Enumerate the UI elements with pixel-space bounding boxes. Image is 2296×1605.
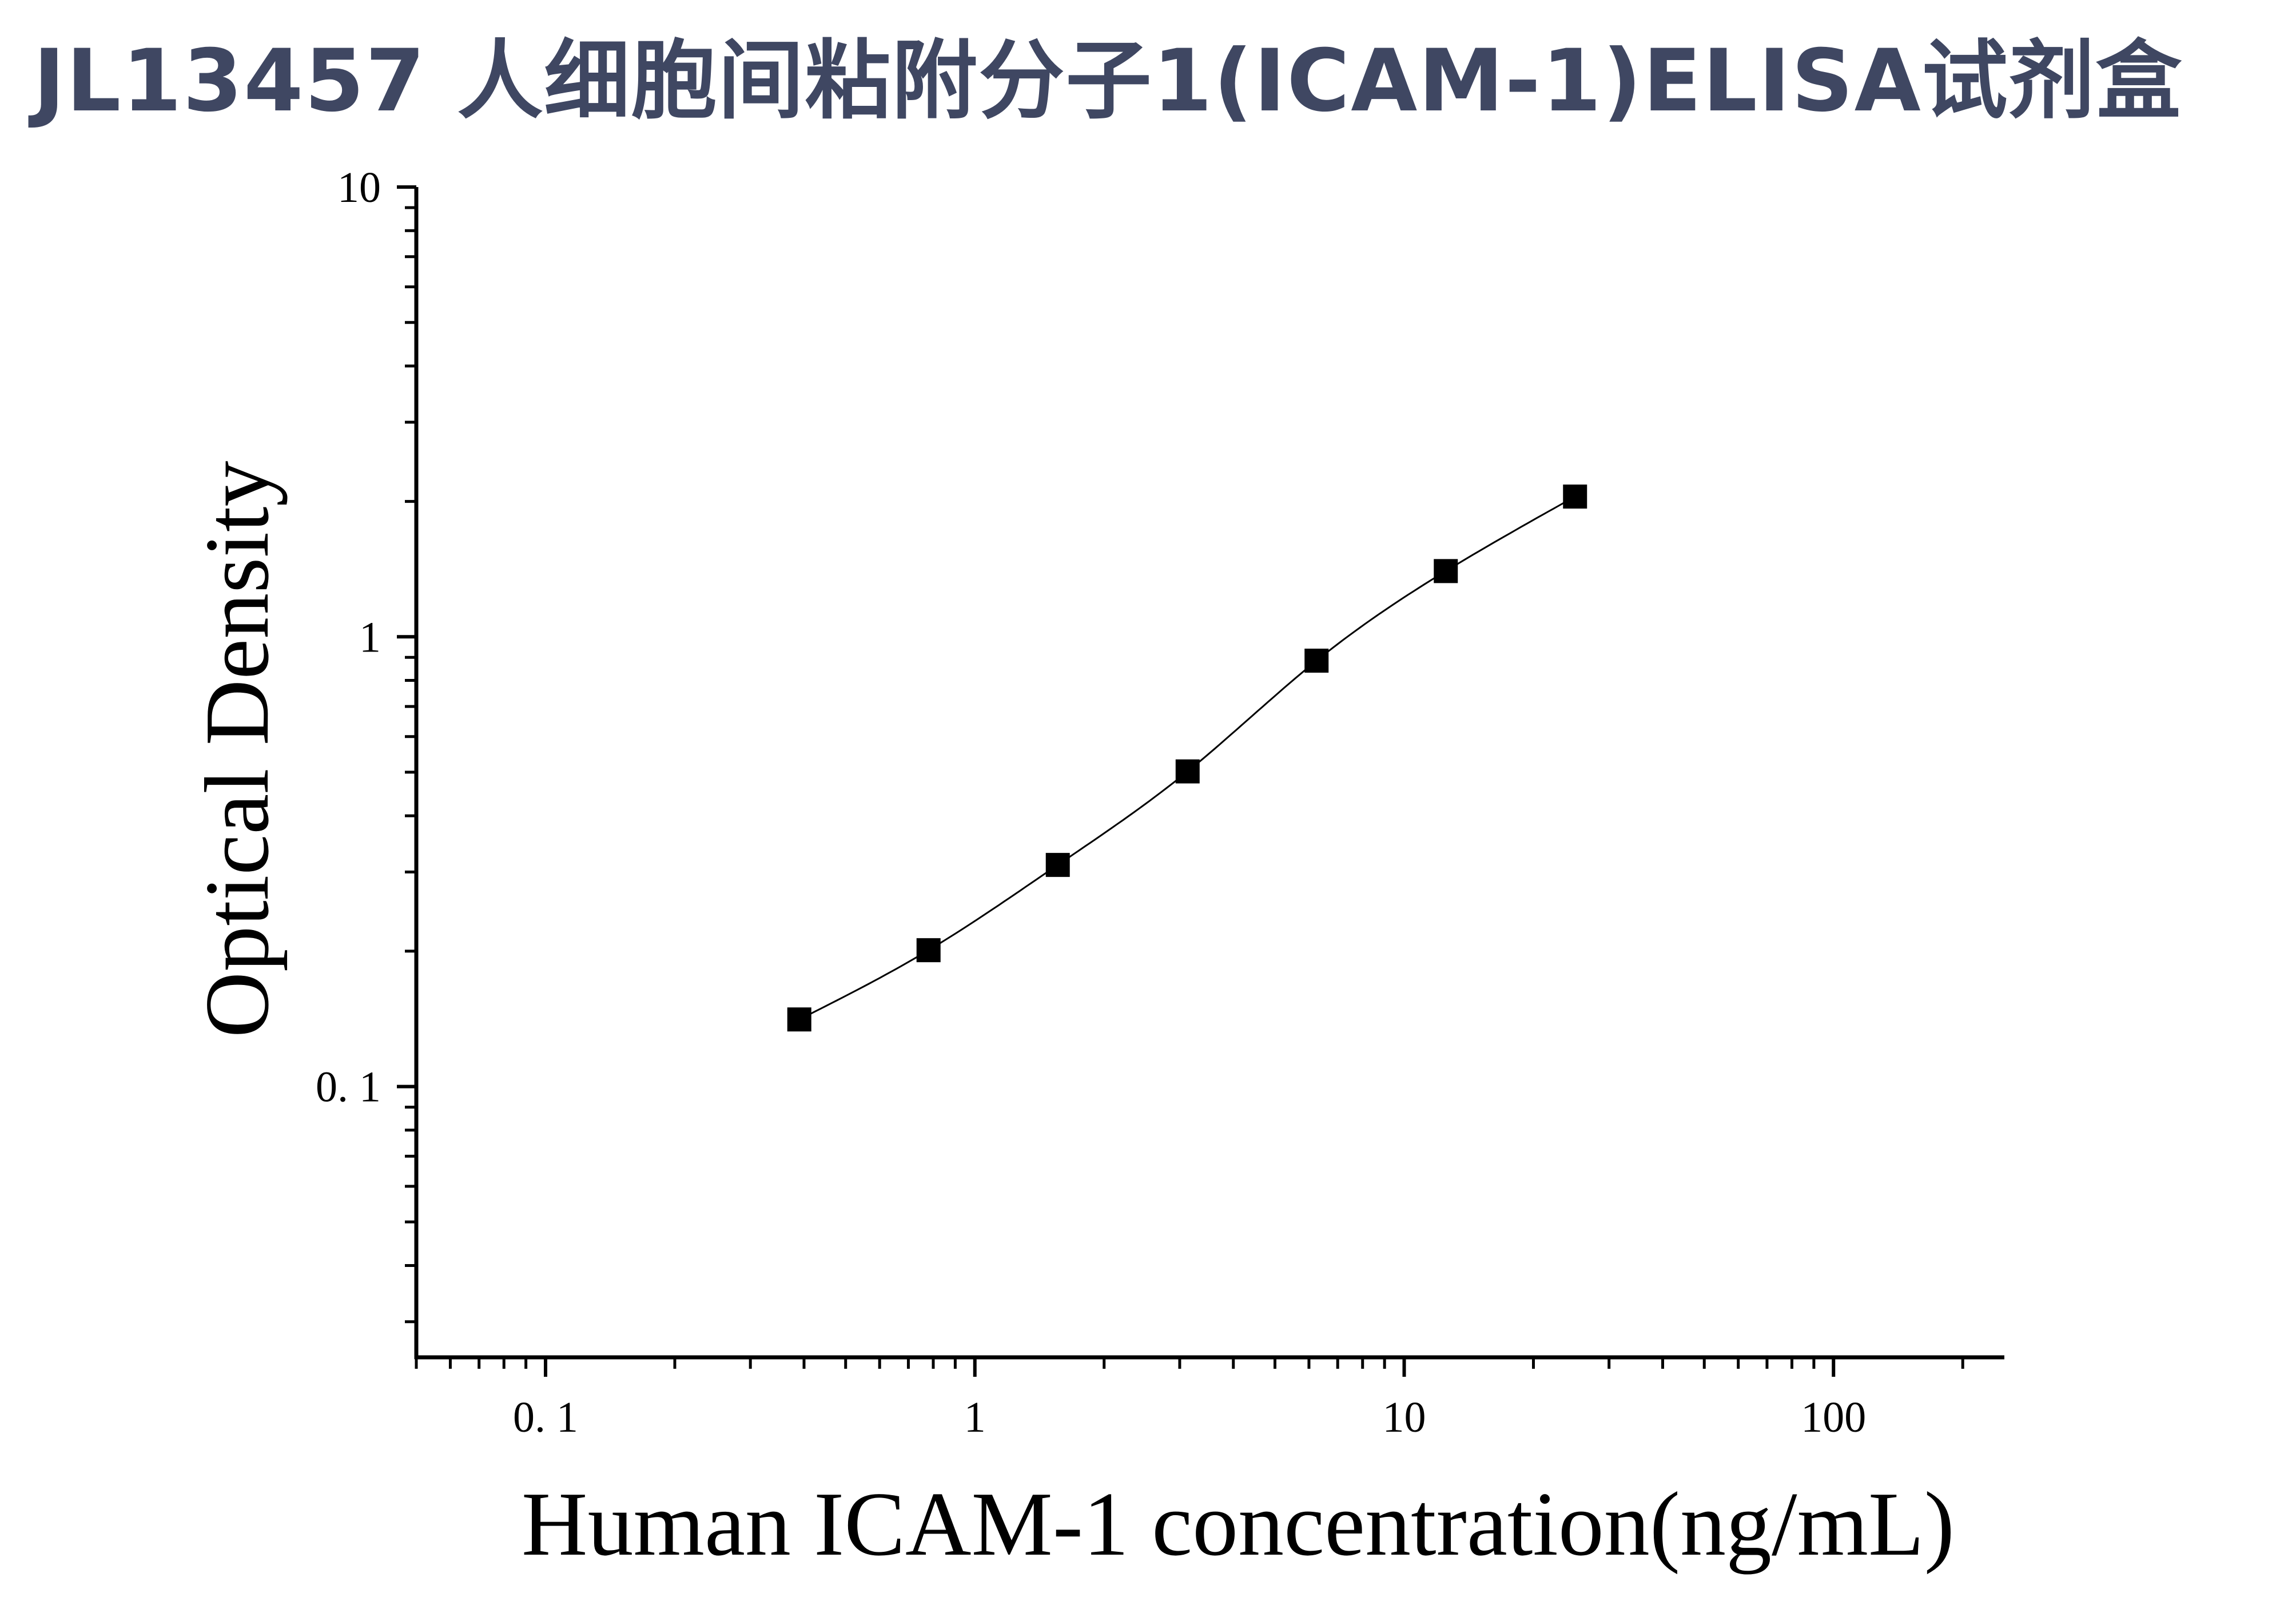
fit-curve-line (799, 495, 1576, 1020)
x-tick-labels: 0. 1 1 10 100 (513, 1393, 1866, 1441)
y-tick-label: 1 (359, 613, 381, 661)
y-axis-title: Optical Density (186, 461, 288, 1038)
page-title: JL13457 人细胞间粘附分子1(ICAM-1)ELISA试剂盒 (33, 31, 2183, 131)
x-tick-label: 10 (1382, 1393, 1426, 1441)
x-tick-label: 100 (1801, 1393, 1866, 1441)
data-point (1434, 559, 1458, 583)
data-point (916, 938, 941, 963)
y-tick-label: 10 (337, 164, 381, 212)
data-points (787, 484, 1587, 1032)
y-major-ticks (397, 185, 416, 1088)
data-point (1563, 484, 1587, 509)
x-tick-label: 1 (964, 1393, 986, 1441)
y-tick-labels: 0. 1 1 10 (316, 164, 381, 1111)
data-point (1175, 759, 1200, 784)
x-tick-label: 0. 1 (513, 1393, 578, 1441)
data-point (1304, 649, 1329, 673)
data-point (1045, 853, 1070, 877)
data-point (787, 1007, 811, 1032)
y-tick-label: 0. 1 (316, 1063, 381, 1111)
x-axis-title: Human ICAM-1 concentration(ng/mL) (522, 1473, 1955, 1575)
x-major-ticks (543, 1357, 1836, 1377)
